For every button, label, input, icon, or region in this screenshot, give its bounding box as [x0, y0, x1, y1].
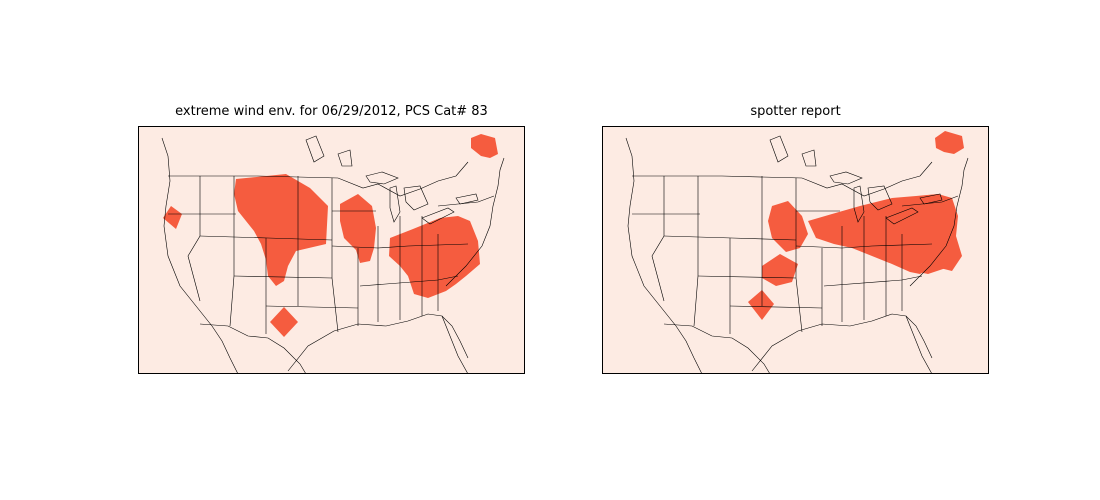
- coastline: [161, 137, 239, 374]
- highlight-region: [163, 206, 182, 229]
- lake-michigan: [389, 185, 401, 223]
- lake-erie: [421, 207, 455, 225]
- coastline: [751, 313, 933, 372]
- state-border: [697, 275, 797, 279]
- coastline: [441, 315, 469, 374]
- coastline: [905, 315, 933, 374]
- highlight-regions: [748, 131, 964, 320]
- highlight-region: [935, 131, 964, 154]
- lake-michigan: [853, 185, 865, 223]
- country-border: [199, 323, 307, 374]
- map-panel-right: spotter report: [602, 104, 989, 374]
- map-left: [138, 126, 525, 374]
- highlight-region: [389, 216, 480, 298]
- state-border: [901, 195, 959, 207]
- highlight-region: [471, 134, 498, 158]
- state-border: [331, 178, 339, 333]
- state-border: [233, 275, 333, 279]
- state-border: [187, 176, 201, 302]
- state-border: [265, 305, 359, 309]
- map-panel-left: extreme wind env. for 06/29/2012, PCS Ca…: [138, 104, 525, 374]
- map-frame: [138, 126, 525, 374]
- lake: [801, 149, 817, 167]
- map-right: [602, 126, 989, 374]
- state-border: [663, 235, 797, 241]
- coastline: [625, 137, 703, 374]
- state-border: [729, 305, 823, 309]
- coastline: [445, 157, 505, 287]
- lake-huron: [867, 185, 893, 211]
- lake-ontario: [455, 193, 479, 205]
- highlight-region: [748, 290, 774, 320]
- lake-superior: [365, 171, 399, 185]
- map-borders: [161, 135, 505, 374]
- country-border: [663, 323, 771, 374]
- coastline: [287, 313, 469, 372]
- lake: [305, 135, 325, 163]
- state-border: [437, 195, 495, 207]
- map-title-right: spotter report: [750, 104, 841, 119]
- lake-erie: [885, 207, 919, 225]
- map-borders: [625, 135, 969, 374]
- map-title-left: extreme wind env. for 06/29/2012, PCS Ca…: [175, 104, 488, 119]
- state-border: [795, 178, 803, 333]
- lake: [769, 135, 789, 163]
- lake-ontario: [919, 193, 943, 205]
- state-border: [199, 235, 333, 241]
- highlight-region: [898, 246, 946, 274]
- lake-huron: [403, 185, 429, 211]
- lake-superior: [829, 171, 863, 185]
- lake: [337, 149, 353, 167]
- coastline: [909, 157, 969, 287]
- state-border: [651, 176, 665, 302]
- highlight-region: [234, 174, 328, 286]
- highlight-region: [270, 307, 298, 337]
- map-frame: [602, 126, 989, 374]
